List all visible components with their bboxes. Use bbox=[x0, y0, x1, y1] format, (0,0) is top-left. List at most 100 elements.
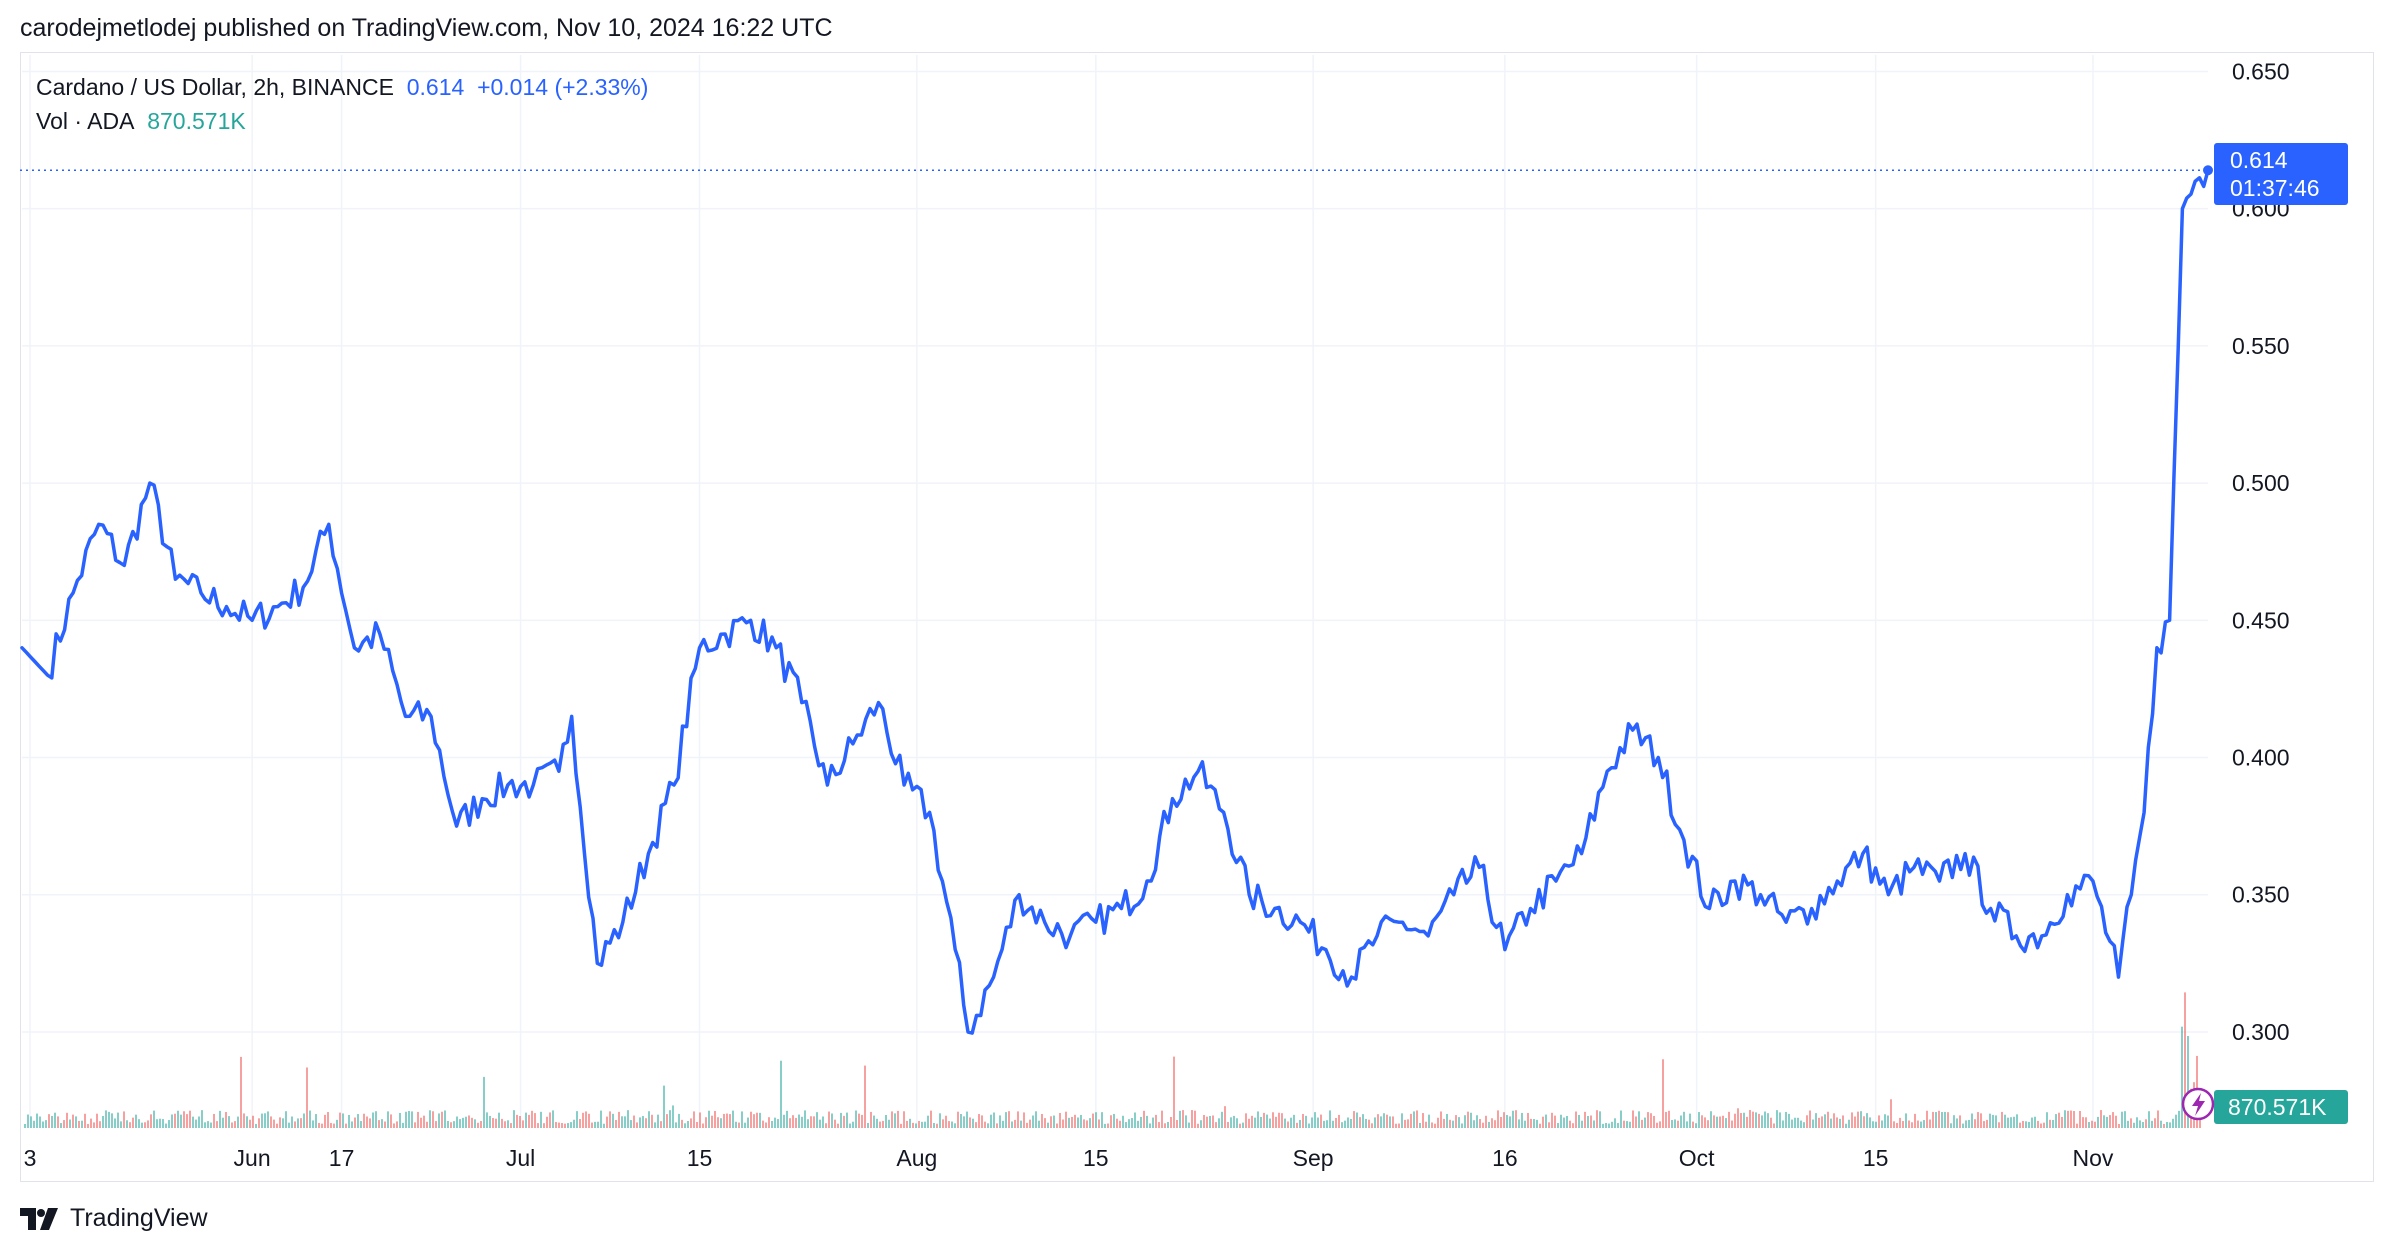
volume-bar bbox=[195, 1119, 197, 1128]
volume-bar bbox=[681, 1119, 683, 1128]
volume-bar bbox=[351, 1121, 353, 1128]
volume-bar bbox=[1872, 1121, 1874, 1128]
volume-bar bbox=[1152, 1117, 1154, 1128]
volume-bar bbox=[495, 1118, 497, 1128]
volume-bar bbox=[1719, 1116, 1721, 1128]
x-tick-label: Oct bbox=[1679, 1145, 1715, 1171]
volume-bar bbox=[558, 1122, 560, 1128]
volume-bar bbox=[1395, 1123, 1397, 1128]
footer-brand[interactable]: TradingView bbox=[20, 1204, 208, 1233]
volume-bar bbox=[1065, 1111, 1067, 1128]
x-tick-label: Jul bbox=[506, 1145, 535, 1171]
volume-bar bbox=[978, 1114, 980, 1128]
volume-bar bbox=[849, 1123, 851, 1128]
volume-bar bbox=[1125, 1122, 1127, 1128]
volume-bars bbox=[24, 992, 2201, 1128]
volume-bar bbox=[2001, 1111, 2003, 1128]
volume-bar bbox=[462, 1117, 464, 1128]
volume-bar bbox=[1542, 1116, 1544, 1128]
volume-bar bbox=[1698, 1112, 1700, 1128]
volume-bar bbox=[258, 1118, 260, 1128]
price-series-line[interactable] bbox=[20, 168, 2210, 1035]
volume-bar bbox=[1509, 1116, 1511, 1128]
volume-bar bbox=[2112, 1112, 2114, 1128]
volume-bar bbox=[960, 1113, 962, 1128]
volume-bar bbox=[1551, 1112, 1553, 1128]
volume-bar bbox=[1452, 1120, 1454, 1128]
volume-bar bbox=[1701, 1115, 1703, 1128]
volume-bar bbox=[1188, 1122, 1190, 1128]
volume-bar bbox=[39, 1116, 41, 1128]
volume-bar bbox=[1902, 1121, 1904, 1128]
volume-bar bbox=[795, 1117, 797, 1128]
volume-bar bbox=[87, 1123, 89, 1128]
volume-bar bbox=[1344, 1120, 1346, 1128]
volume-bar bbox=[1389, 1116, 1391, 1128]
volume-bar bbox=[1317, 1117, 1319, 1128]
volume-bar bbox=[549, 1112, 551, 1128]
volume-bar bbox=[1005, 1112, 1007, 1128]
volume-bar bbox=[1287, 1121, 1289, 1128]
volume-bar bbox=[1737, 1108, 1739, 1128]
last-price-dot bbox=[2203, 165, 2213, 176]
volume-bar bbox=[1197, 1123, 1199, 1128]
volume-bar bbox=[78, 1120, 80, 1128]
volume-bar bbox=[375, 1111, 377, 1128]
volume-bar bbox=[1659, 1121, 1661, 1128]
volume-bar bbox=[2031, 1117, 2033, 1128]
volume-bar bbox=[675, 1122, 677, 1128]
volume-bar bbox=[489, 1115, 491, 1128]
volume-bar bbox=[1377, 1114, 1379, 1128]
volume-bar bbox=[1323, 1120, 1325, 1128]
volume-bar bbox=[1641, 1119, 1643, 1128]
volume-bar bbox=[2085, 1117, 2087, 1128]
volume-bar bbox=[1449, 1119, 1451, 1128]
volume-bar bbox=[1590, 1115, 1592, 1128]
volume-bar bbox=[63, 1120, 65, 1128]
volume-bar bbox=[723, 1113, 725, 1128]
volume-bar bbox=[2016, 1114, 2018, 1128]
volume-bar bbox=[1947, 1112, 1949, 1128]
volume-bar bbox=[225, 1112, 227, 1128]
volume-bar bbox=[1362, 1114, 1364, 1128]
volume-bar bbox=[1950, 1123, 1952, 1128]
volume-bar bbox=[1830, 1118, 1832, 1128]
volume-bar bbox=[303, 1113, 305, 1128]
volume-bar bbox=[1755, 1112, 1757, 1128]
volume-bar bbox=[1728, 1111, 1730, 1128]
volume-bar bbox=[339, 1112, 341, 1128]
volume-bar bbox=[2043, 1122, 2045, 1128]
volume-bar bbox=[1038, 1120, 1040, 1128]
time-axis[interactable]: 3 Jun 17 Jul 15 Aug 15 Sep 16 Oct 15 Nov bbox=[24, 1145, 2114, 1171]
volume-bar bbox=[957, 1111, 959, 1128]
volume-bar bbox=[33, 1120, 35, 1128]
volume-bar bbox=[354, 1117, 356, 1128]
volume-row[interactable]: Vol · ADA 870.571K bbox=[36, 104, 648, 138]
volume-bar bbox=[2088, 1122, 2090, 1128]
volume-bar bbox=[933, 1122, 935, 1128]
volume-bar bbox=[1635, 1116, 1637, 1128]
volume-bar bbox=[1503, 1112, 1505, 1128]
symbol-row[interactable]: Cardano / US Dollar, 2h, BINANCE 0.614 +… bbox=[36, 70, 648, 104]
y-tick-label: 0.450 bbox=[2232, 607, 2290, 633]
volume-bar bbox=[171, 1114, 173, 1128]
volume-bar bbox=[999, 1115, 1001, 1128]
volume-value: 870.571K bbox=[147, 108, 246, 134]
volume-bar bbox=[2079, 1110, 2081, 1128]
volume-bar bbox=[1167, 1121, 1169, 1128]
volume-bar bbox=[1815, 1113, 1817, 1128]
volume-bar bbox=[657, 1114, 659, 1128]
volume-bar bbox=[2061, 1116, 2063, 1128]
volume-bar bbox=[243, 1113, 245, 1128]
volume-bar bbox=[57, 1116, 59, 1128]
flash-icon[interactable] bbox=[2181, 1087, 2215, 1121]
volume-bar bbox=[420, 1117, 422, 1128]
volume-bar bbox=[1500, 1116, 1502, 1128]
volume-bar bbox=[234, 1121, 236, 1128]
volume-bar bbox=[909, 1118, 911, 1128]
volume-bar bbox=[825, 1123, 827, 1128]
volume-bar bbox=[333, 1123, 335, 1128]
volume-bar bbox=[294, 1121, 296, 1128]
